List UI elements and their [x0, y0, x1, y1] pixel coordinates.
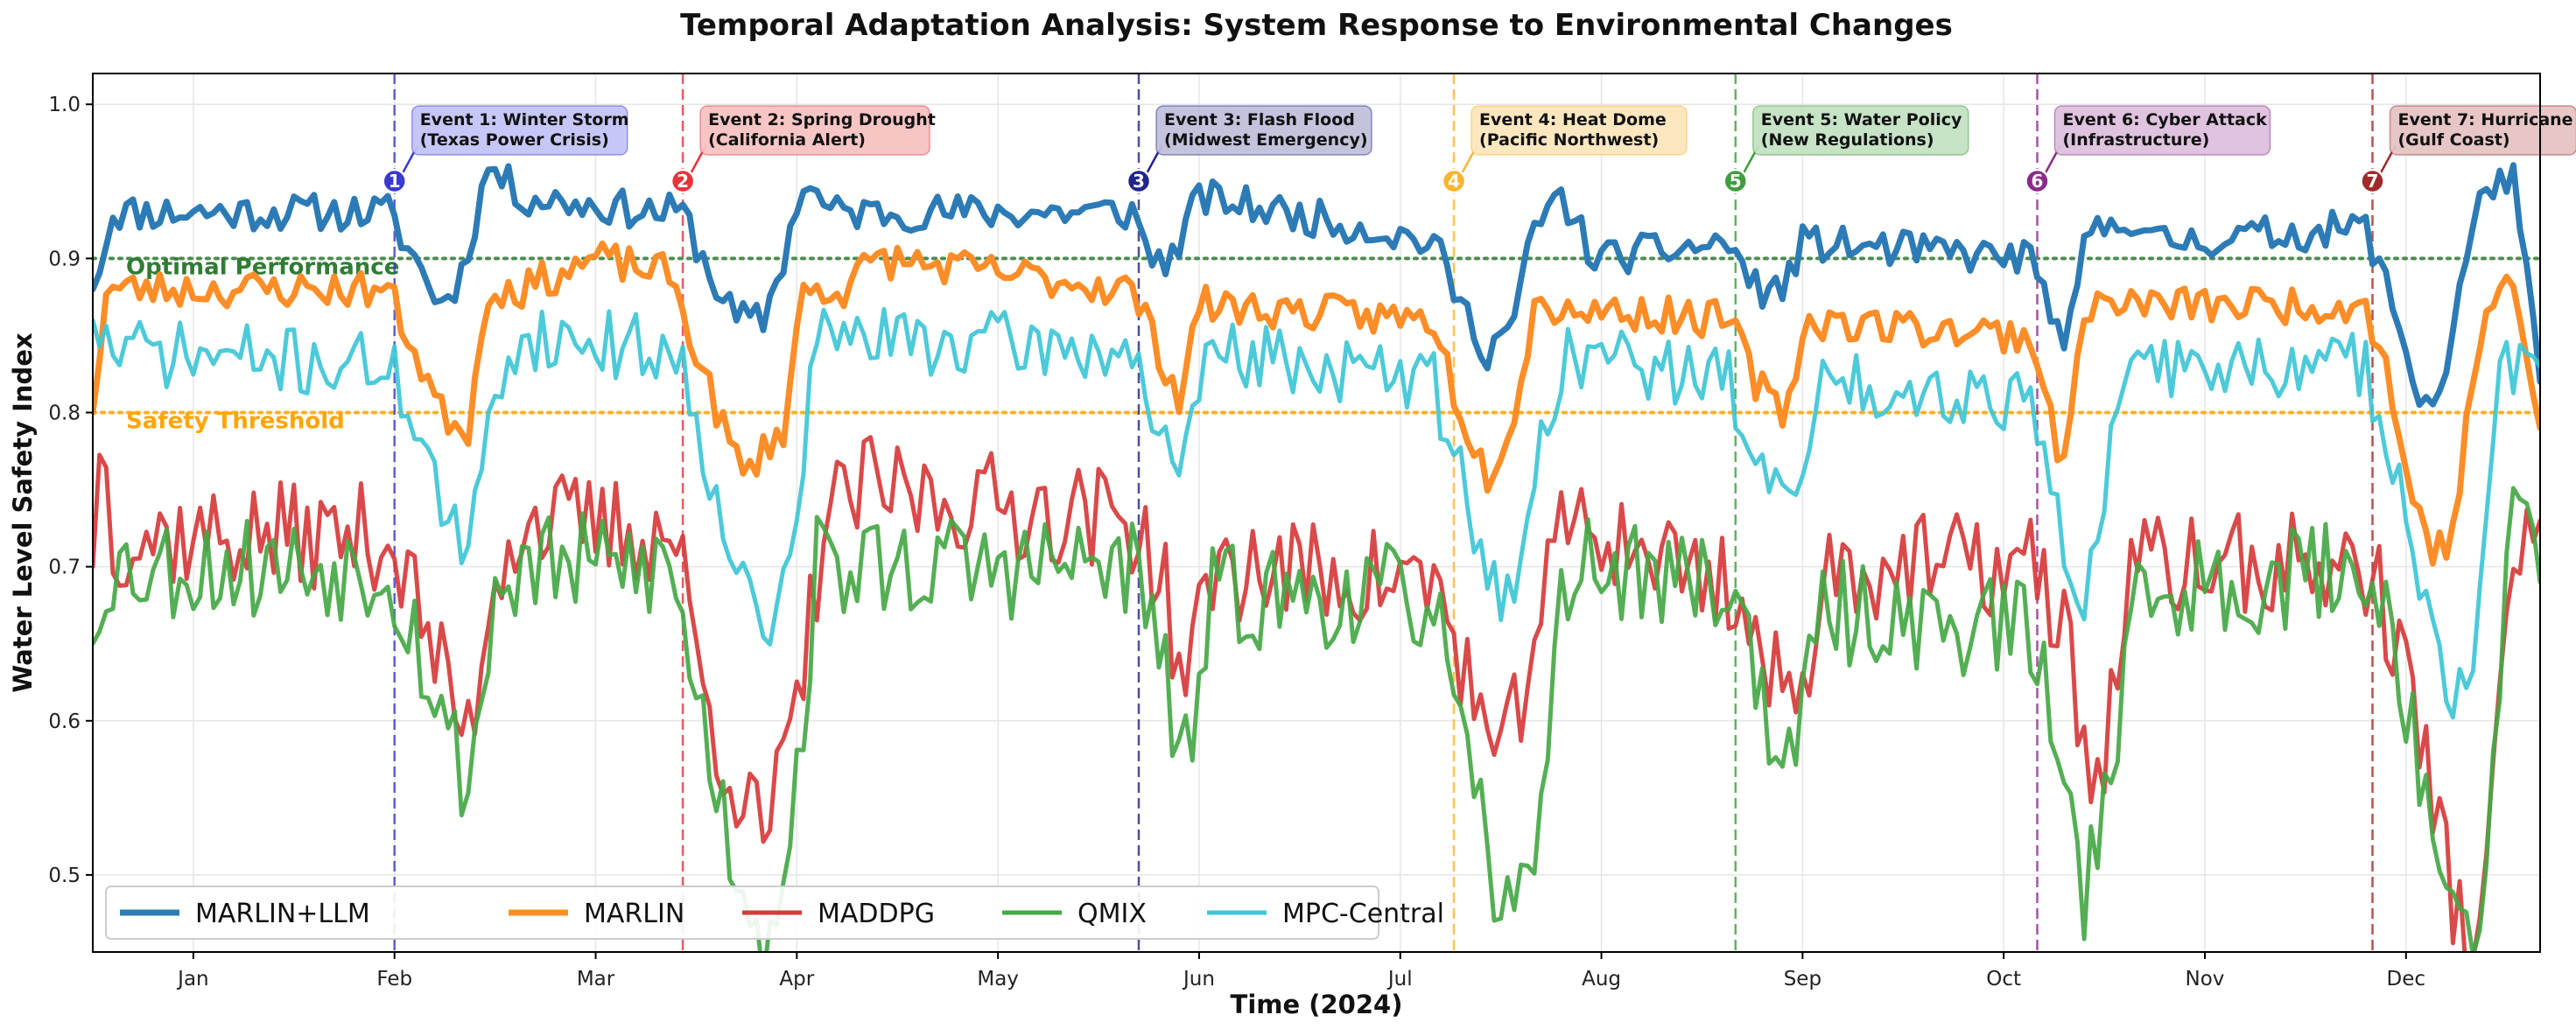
event-badge [1441, 168, 1467, 194]
legend-label: MARLIN [584, 899, 684, 929]
event-title: Event 2: Spring Drought [708, 110, 936, 130]
event-badge-number: 6 [2032, 171, 2044, 192]
legend-item: MPC-Central [1207, 899, 1444, 929]
legend-item: MARLIN+LLM [120, 899, 370, 929]
event-title: Event 1: Winter Storm [420, 110, 629, 130]
x-tick-label: Jul [1386, 968, 1413, 990]
event-subtitle: (Midwest Emergency) [1164, 130, 1368, 150]
event-box [1155, 105, 1372, 156]
series-line-qmix [93, 486, 2540, 952]
event-subtitle: (Pacific Northwest) [1479, 130, 1659, 150]
legend-item: MADDPG [742, 899, 935, 929]
reference-lines: Optimal Performance Safety Threshold [91, 254, 2542, 435]
x-tick-label: Dec [2387, 968, 2426, 990]
y-axis-label: Water Level Safety Index [8, 332, 38, 693]
y-tick-label: 0.5 [48, 864, 81, 887]
legend: MARLIN+LLM MARLIN MADDPG QMIX MPC-Central [105, 886, 1444, 940]
y-tick-label: 0.7 [48, 556, 81, 579]
event-annotation: Event 3: Flash Flood(Midwest Emergency) 3 [1126, 105, 1372, 194]
event-badge [670, 168, 696, 194]
legend-label: MPC-Central [1282, 899, 1444, 929]
event-annotation: Event 6: Cyber Attack(Infrastructure) 6 [2025, 105, 2271, 194]
legend-label: MADDPG [818, 899, 935, 929]
legend-item: QMIX [1002, 899, 1147, 929]
x-tick-label: Feb [376, 968, 412, 990]
x-tick-label: Apr [779, 968, 814, 990]
event-annotations: Event 1: Winter Storm(Texas Power Crisis… [382, 105, 2576, 194]
event-badge [2360, 168, 2385, 194]
event-badge [1723, 168, 1749, 194]
event-title: Event 3: Flash Flood [1164, 110, 1355, 130]
x-tick-label: May [977, 968, 1019, 990]
y-tick-label: 0.9 [48, 248, 81, 270]
event-box [699, 105, 930, 156]
event-title: Event 5: Water Policy [1761, 110, 1962, 130]
legend-label: QMIX [1077, 899, 1147, 929]
event-badge [382, 168, 407, 194]
series-line-mpc-central [93, 306, 2540, 720]
event-badge [2025, 168, 2050, 194]
y-axis-ticks: 0.5 0.6 0.7 0.8 0.9 1.0 [48, 94, 93, 887]
event-title: Event 7: Hurricane [2397, 110, 2572, 130]
x-tick-label: Aug [1582, 968, 1621, 990]
event-annotation: Event 2: Spring Drought(California Alert… [670, 105, 936, 194]
event-box [2389, 105, 2576, 156]
chart-title: Temporal Adaptation Analysis: System Res… [680, 8, 1953, 43]
event-badge-number: 3 [1133, 171, 1145, 192]
series-line-marlin-llm [93, 162, 2540, 409]
series-layer [93, 162, 2540, 952]
x-tick-label: Mar [577, 968, 615, 990]
event-title: Event 4: Heat Dome [1479, 110, 1667, 130]
plot-frame [92, 73, 2541, 953]
event-annotation: Event 4: Heat Dome(Pacific Northwest) 4 [1441, 105, 1688, 194]
event-subtitle: (New Regulations) [1761, 130, 1934, 150]
event-subtitle: (Gulf Coast) [2397, 130, 2509, 150]
x-axis-ticks: Jan Feb Mar Apr May Jun Jul Aug Sep Oct Nov Dec [176, 952, 2425, 990]
y-tick-label: 0.6 [48, 710, 81, 733]
x-tick-label: Nov [2186, 968, 2225, 990]
x-tick-label: Sep [1784, 968, 1821, 990]
event-annotation: Event 7: Hurricane(Gulf Coast) 7 [2360, 105, 2576, 194]
event-badge-number: 2 [677, 171, 689, 192]
x-axis-label: Time (2024) [1231, 990, 1403, 1019]
x-tick-label: Oct [1986, 968, 2021, 990]
event-badge-number: 1 [389, 171, 401, 192]
event-box [1470, 105, 1688, 156]
y-tick-label: 0.8 [48, 402, 81, 425]
event-subtitle: (Infrastructure) [2062, 130, 2209, 150]
series-line-marlin [93, 240, 2540, 567]
reference-line-label: Optimal Performance [126, 254, 399, 280]
reference-line-label: Safety Threshold [126, 409, 345, 435]
event-badge-number: 4 [1448, 171, 1460, 192]
legend-item: MARLIN [509, 899, 684, 929]
y-tick-label: 1.0 [48, 94, 81, 116]
event-box [1752, 105, 1969, 156]
event-annotation: Event 5: Water Policy(New Regulations) 5 [1723, 105, 1969, 194]
x-tick-label: Jan [176, 968, 208, 990]
event-box [2053, 105, 2271, 156]
x-tick-label: Jun [1182, 968, 1215, 990]
event-title: Event 6: Cyber Attack [2062, 110, 2267, 130]
event-badge [1126, 168, 1152, 194]
event-badge-number: 7 [2367, 171, 2379, 192]
event-subtitle: (Texas Power Crisis) [420, 130, 609, 150]
event-annotation: Event 1: Winter Storm(Texas Power Crisis… [382, 105, 629, 194]
event-badge-number: 5 [1730, 171, 1742, 192]
legend-label: MARLIN+LLM [195, 899, 370, 929]
event-box [411, 105, 628, 156]
event-subtitle: (California Alert) [708, 130, 866, 150]
